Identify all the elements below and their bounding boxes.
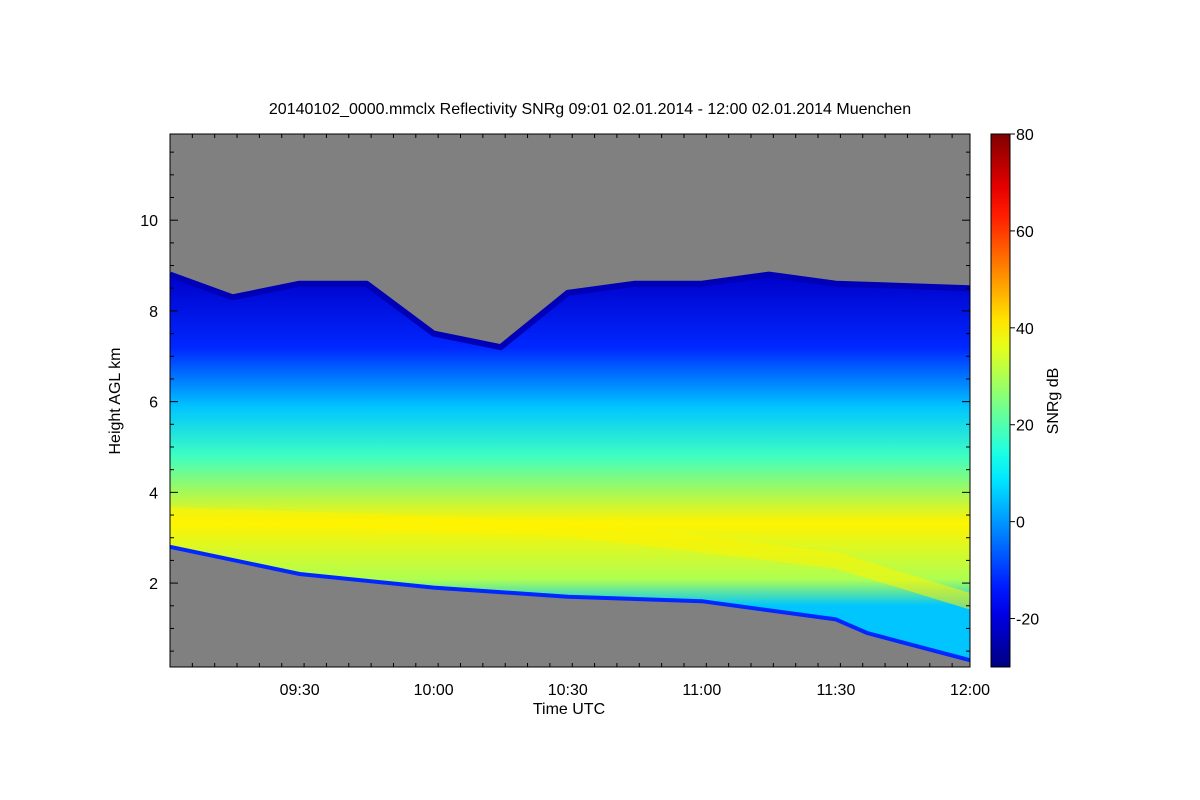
y-tick-label: 10 bbox=[140, 213, 158, 230]
x-axis-label: Time UTC bbox=[533, 701, 605, 718]
colorbar-tick-label: 0 bbox=[1016, 515, 1025, 532]
x-tick-label: 10:00 bbox=[414, 682, 454, 699]
y-tick-label: 4 bbox=[149, 485, 158, 502]
colorbar-tick-label: 80 bbox=[1016, 127, 1034, 144]
y-tick-label: 8 bbox=[149, 304, 158, 321]
colorbar: -20 0 20 40 60 80 bbox=[990, 127, 1039, 668]
echo-region bbox=[170, 274, 970, 661]
x-tick-label: 11:30 bbox=[816, 682, 855, 699]
y-axis-label: Height AGL km bbox=[107, 347, 124, 454]
cloud-base-edge bbox=[170, 544, 970, 663]
colorbar-ticks: -20 0 20 40 60 80 bbox=[1010, 127, 1039, 629]
x-tick-label: 09:30 bbox=[280, 682, 320, 699]
cloud-top-edge bbox=[170, 271, 970, 351]
max-snr-band bbox=[170, 507, 970, 610]
plot-frame bbox=[169, 133, 971, 668]
x-tick-label: 10:30 bbox=[548, 682, 588, 699]
colorbar-scale bbox=[990, 133, 1011, 668]
colorbar-tick-label: -20 bbox=[1016, 612, 1039, 629]
x-axis: 09:30 10:00 10:30 11:00 11:30 12:00 bbox=[169, 134, 990, 699]
colorbar-label: SNRg dB bbox=[1045, 368, 1062, 435]
colorbar-tick-label: 40 bbox=[1016, 321, 1034, 338]
colorbar-tick-label: 20 bbox=[1016, 418, 1034, 435]
x-tick-label: 12:00 bbox=[950, 682, 990, 699]
reflectivity-echo bbox=[170, 271, 970, 663]
colorbar-tick-label: 60 bbox=[1016, 224, 1034, 241]
y-axis: 2 4 6 8 10 bbox=[140, 151, 970, 652]
chart-title: 20140102_0000.mmclx Reflectivity SNRg 09… bbox=[269, 101, 911, 118]
y-tick-label: 6 bbox=[149, 395, 158, 412]
x-tick-label: 11:00 bbox=[682, 682, 721, 699]
y-tick-label: 2 bbox=[149, 576, 158, 593]
